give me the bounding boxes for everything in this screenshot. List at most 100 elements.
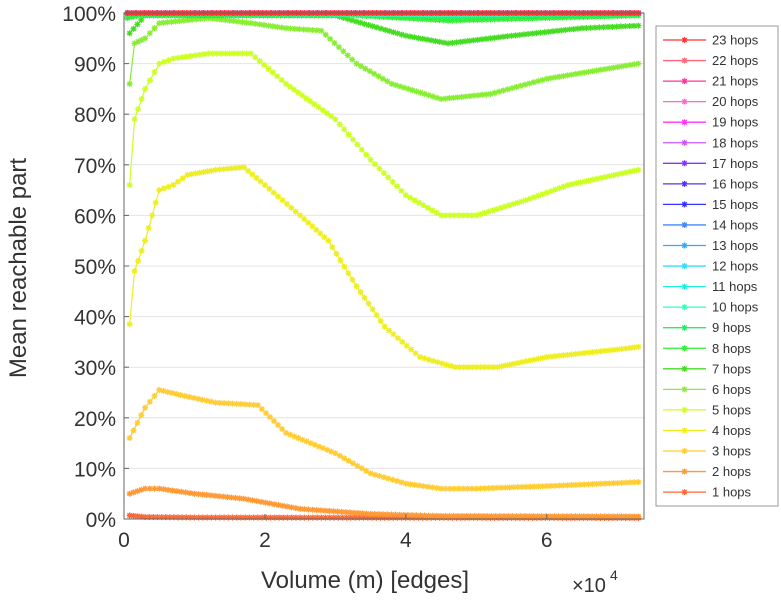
data-point (187, 53, 194, 60)
data-point (149, 212, 156, 219)
data-point (181, 392, 188, 399)
data-point (204, 514, 211, 521)
data-point (518, 484, 525, 491)
data-point (379, 75, 386, 82)
data-point (396, 511, 403, 518)
data-point (168, 390, 175, 397)
legend-item: 11 hops (663, 279, 758, 294)
legend-marker (681, 242, 688, 249)
data-point (284, 514, 291, 521)
data-point (335, 44, 342, 51)
data-point (340, 48, 347, 55)
data-point (201, 51, 208, 58)
data-point (188, 171, 195, 178)
data-point (146, 514, 153, 521)
legend-marker (681, 98, 688, 105)
data-point (329, 244, 336, 251)
data-point (446, 95, 453, 102)
legend-marker (681, 427, 688, 434)
data-point (564, 72, 571, 79)
data-point (522, 513, 529, 520)
data-point (416, 354, 423, 361)
data-point (142, 85, 149, 92)
data-point (627, 479, 634, 486)
data-point (339, 514, 346, 521)
data-point (506, 484, 513, 491)
legend-marker (681, 201, 688, 208)
data-point (411, 481, 418, 488)
data-point (508, 32, 515, 39)
data-point (256, 58, 263, 65)
data-point (135, 257, 142, 264)
data-point (409, 87, 416, 94)
data-point (142, 485, 149, 492)
data-point (610, 513, 617, 520)
data-point (225, 400, 232, 407)
data-point (299, 92, 306, 99)
data-point (475, 92, 482, 99)
data-point (319, 107, 326, 114)
data-point (562, 26, 569, 33)
data-point (179, 514, 186, 521)
data-point (367, 156, 374, 163)
y-tick-label: 80% (74, 104, 116, 127)
data-point (429, 512, 436, 519)
data-point (280, 514, 287, 521)
legend-label: 16 hops (712, 176, 759, 191)
data-point (394, 335, 401, 342)
data-point (183, 514, 190, 521)
data-point (283, 80, 290, 87)
data-point (539, 483, 546, 490)
data-point (252, 20, 259, 27)
data-point (631, 61, 638, 68)
data-point (337, 257, 344, 264)
data-point (635, 513, 642, 520)
data-point (235, 50, 242, 57)
data-point (311, 101, 318, 108)
data-point (543, 483, 550, 490)
data-point (191, 514, 198, 521)
data-point (301, 216, 308, 223)
data-point (168, 18, 175, 25)
data-point (425, 92, 432, 99)
data-point (489, 485, 496, 492)
legend-label: 3 hops (712, 444, 752, 459)
data-point (353, 60, 360, 67)
data-point (232, 165, 239, 172)
data-point (335, 514, 342, 521)
data-point (474, 16, 481, 23)
data-point (175, 514, 182, 521)
data-point (354, 141, 361, 148)
data-point (483, 35, 490, 42)
data-point (356, 514, 363, 521)
data-point (390, 514, 397, 521)
data-point (203, 491, 210, 498)
legend-label: 15 hops (712, 197, 759, 212)
data-point (436, 17, 443, 24)
data-point (340, 14, 347, 21)
data-point (497, 204, 504, 211)
data-point (626, 23, 633, 30)
data-point (363, 510, 370, 517)
data-point (635, 166, 642, 173)
data-point (230, 50, 237, 57)
data-point (423, 16, 430, 23)
data-point (463, 513, 470, 520)
data-point (236, 495, 243, 502)
data-point (347, 514, 354, 521)
data-point (388, 80, 395, 87)
data-point (526, 513, 533, 520)
data-point (580, 513, 587, 520)
data-point (610, 480, 617, 487)
data-point (543, 354, 550, 361)
data-point (351, 509, 358, 516)
legend-marker (681, 304, 688, 311)
data-point (230, 18, 237, 25)
data-point (454, 94, 461, 101)
data-point (491, 16, 498, 23)
data-point (158, 514, 165, 521)
data-point (209, 50, 216, 57)
data-point (354, 462, 361, 469)
data-point (160, 19, 167, 26)
